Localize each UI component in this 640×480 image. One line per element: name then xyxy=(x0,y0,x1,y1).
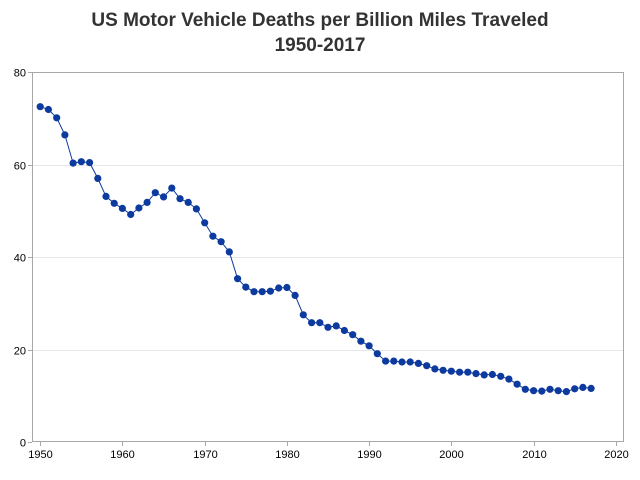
data-point xyxy=(579,383,587,391)
data-point xyxy=(160,193,168,201)
x-tick-label: 1960 xyxy=(110,449,134,461)
x-tick-label: 1950 xyxy=(28,449,52,461)
data-point xyxy=(382,357,390,365)
data-point xyxy=(250,288,258,296)
y-tick-label: 20 xyxy=(14,346,26,358)
x-tick-label: 1980 xyxy=(275,449,299,461)
data-point xyxy=(357,337,365,345)
x-tick-label: 2020 xyxy=(604,449,628,461)
data-point xyxy=(283,283,291,292)
data-point xyxy=(439,366,447,374)
series-line xyxy=(40,106,592,393)
data-point xyxy=(168,184,176,192)
data-point xyxy=(456,368,464,376)
data-point xyxy=(390,357,398,365)
data-point xyxy=(521,385,529,393)
data-point xyxy=(102,192,110,200)
data-point xyxy=(373,350,381,358)
data-point xyxy=(472,370,480,378)
data-point xyxy=(234,275,242,283)
data-point xyxy=(332,322,340,330)
data-point xyxy=(291,291,299,299)
x-tick-label: 2000 xyxy=(439,449,463,461)
x-tick-label: 1970 xyxy=(193,449,217,461)
data-point xyxy=(176,195,184,203)
data-point xyxy=(209,232,217,240)
chart-title-block: US Motor Vehicle Deaths per Billion Mile… xyxy=(0,8,640,58)
y-tick-label: 60 xyxy=(14,161,26,173)
data-point xyxy=(44,105,53,114)
data-point xyxy=(118,204,126,212)
y-tick-label: 0 xyxy=(20,438,26,450)
data-point xyxy=(414,359,422,367)
series xyxy=(36,103,595,396)
data-point xyxy=(36,103,44,111)
data-point xyxy=(538,387,546,395)
data-point xyxy=(447,367,455,375)
data-point xyxy=(488,370,496,379)
data-point xyxy=(497,372,505,380)
data-point xyxy=(431,365,439,373)
data-point xyxy=(258,288,266,296)
y-tick-label: 40 xyxy=(14,253,26,265)
data-point xyxy=(275,284,283,292)
data-point xyxy=(406,358,414,366)
data-point xyxy=(69,159,77,167)
data-point xyxy=(201,219,209,227)
data-point xyxy=(571,385,579,393)
data-point xyxy=(423,362,431,370)
data-point xyxy=(316,319,324,327)
data-point xyxy=(184,198,192,206)
y-axis: 0 20 40 60 80 xyxy=(14,68,32,450)
x-axis: 1950 1960 1970 1980 1990 2000 2010 2020 xyxy=(28,442,629,461)
data-point xyxy=(110,199,118,207)
data-point xyxy=(143,198,151,206)
data-point xyxy=(151,189,159,197)
data-point xyxy=(225,248,233,256)
data-point xyxy=(513,380,521,388)
data-point xyxy=(464,368,472,376)
data-point xyxy=(546,385,554,393)
data-point xyxy=(587,384,595,392)
data-point xyxy=(61,131,69,139)
data-point xyxy=(217,238,225,246)
data-point xyxy=(192,205,200,213)
data-point xyxy=(127,210,135,219)
data-point xyxy=(86,159,94,167)
y-tick-label: 80 xyxy=(14,68,26,80)
data-point xyxy=(530,387,538,395)
data-point xyxy=(299,311,307,319)
data-point xyxy=(562,388,571,396)
x-tick-label: 2010 xyxy=(522,449,546,461)
data-point xyxy=(324,323,332,331)
data-point xyxy=(135,204,143,212)
data-point xyxy=(53,114,61,122)
data-point xyxy=(94,174,102,182)
data-point xyxy=(480,371,488,379)
x-tick-label: 1990 xyxy=(357,449,381,461)
data-point xyxy=(77,158,85,166)
data-point xyxy=(349,331,357,339)
data-point xyxy=(554,387,562,395)
gridlines xyxy=(32,165,624,351)
chart-title: US Motor Vehicle Deaths per Billion Mile… xyxy=(91,10,549,31)
data-point xyxy=(398,358,406,366)
plot-frame xyxy=(32,72,624,442)
data-point xyxy=(308,319,316,327)
data-point xyxy=(266,287,274,295)
data-point xyxy=(242,283,250,291)
chart-subtitle: 1950-2017 xyxy=(274,35,366,56)
data-point xyxy=(505,375,513,383)
data-point xyxy=(365,342,373,350)
data-point xyxy=(340,326,348,335)
